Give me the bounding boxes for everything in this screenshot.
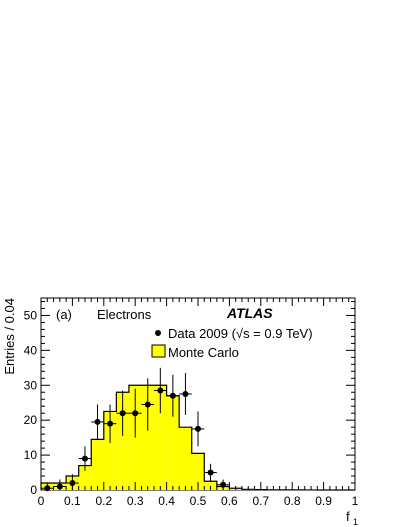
legend-mc-label: Monte Carlo bbox=[168, 345, 239, 360]
x-tick-label: 1 bbox=[352, 494, 359, 508]
y-tick-label: 0 bbox=[30, 483, 37, 497]
mc-bin bbox=[154, 385, 167, 490]
data-points bbox=[41, 367, 230, 492]
legend-mc-swatch bbox=[151, 344, 166, 358]
mc-bin bbox=[191, 453, 205, 490]
data-point bbox=[179, 373, 192, 415]
data-marker bbox=[157, 387, 164, 394]
data-point bbox=[103, 404, 117, 443]
data-marker bbox=[207, 469, 214, 476]
experiment-label: ATLAS bbox=[226, 305, 273, 321]
data-point bbox=[216, 479, 230, 490]
mc-bin bbox=[204, 481, 217, 490]
y-tick-label: 30 bbox=[24, 378, 38, 392]
y-axis-label: Entries / 0.04 bbox=[2, 298, 17, 375]
x-tick-label: 0.9 bbox=[315, 494, 332, 508]
data-point bbox=[191, 411, 205, 447]
legend: Data 2009 (√s = 0.9 TeV) Monte Carlo bbox=[151, 326, 313, 360]
mc-bin bbox=[179, 427, 192, 490]
data-point bbox=[66, 474, 79, 490]
data-marker bbox=[81, 455, 88, 462]
x-tick-label: 0.8 bbox=[284, 494, 301, 508]
y-tick-label: 10 bbox=[24, 448, 38, 462]
data-point bbox=[204, 463, 217, 482]
y-tick-label: 20 bbox=[24, 413, 38, 427]
data-point bbox=[116, 390, 129, 436]
chart-subtitle: Electrons bbox=[97, 307, 152, 322]
y-tick-label: 50 bbox=[24, 308, 38, 322]
data-marker bbox=[94, 418, 101, 425]
data-marker bbox=[107, 420, 114, 427]
mc-bin bbox=[166, 395, 180, 490]
data-point bbox=[53, 479, 67, 490]
panel-label: (a) bbox=[56, 307, 72, 322]
x-axis-label: f bbox=[346, 509, 350, 524]
data-point bbox=[91, 404, 104, 440]
data-marker bbox=[169, 392, 176, 399]
x-tick-label: 0.4 bbox=[158, 494, 175, 508]
data-point bbox=[141, 378, 155, 431]
data-marker bbox=[44, 485, 51, 492]
data-marker bbox=[182, 391, 189, 397]
x-tick-label: 0.6 bbox=[221, 494, 238, 508]
mc-bin bbox=[91, 439, 104, 490]
x-tick-label: 0.1 bbox=[64, 494, 81, 508]
x-axis-label-subscript: 1 bbox=[353, 517, 358, 527]
mc-bin bbox=[103, 411, 117, 490]
mc-bin bbox=[141, 385, 155, 490]
data-point bbox=[128, 388, 142, 438]
x-tick-label: 0.2 bbox=[95, 494, 112, 508]
data-marker bbox=[220, 481, 227, 488]
x-tick-label: 0.7 bbox=[252, 494, 269, 508]
data-marker bbox=[144, 401, 151, 408]
data-point bbox=[41, 483, 54, 492]
data-marker bbox=[132, 410, 139, 417]
legend-data-marker bbox=[155, 330, 161, 336]
data-point bbox=[166, 374, 180, 417]
x-tick-label: 0 bbox=[38, 494, 45, 508]
monte-carlo-histogram bbox=[40, 384, 355, 491]
x-tick-label: 0.5 bbox=[190, 494, 207, 508]
data-marker bbox=[69, 480, 76, 487]
data-point bbox=[78, 446, 92, 471]
mc-bin bbox=[78, 465, 92, 490]
data-point bbox=[154, 367, 167, 414]
legend-data-label: Data 2009 (√s = 0.9 TeV) bbox=[168, 326, 313, 341]
data-marker bbox=[119, 410, 126, 417]
data-marker bbox=[195, 425, 201, 432]
x-tick-label: 0.3 bbox=[127, 494, 144, 508]
mc-bin bbox=[116, 392, 129, 490]
data-marker bbox=[56, 483, 63, 490]
y-tick-label: 40 bbox=[24, 343, 38, 357]
